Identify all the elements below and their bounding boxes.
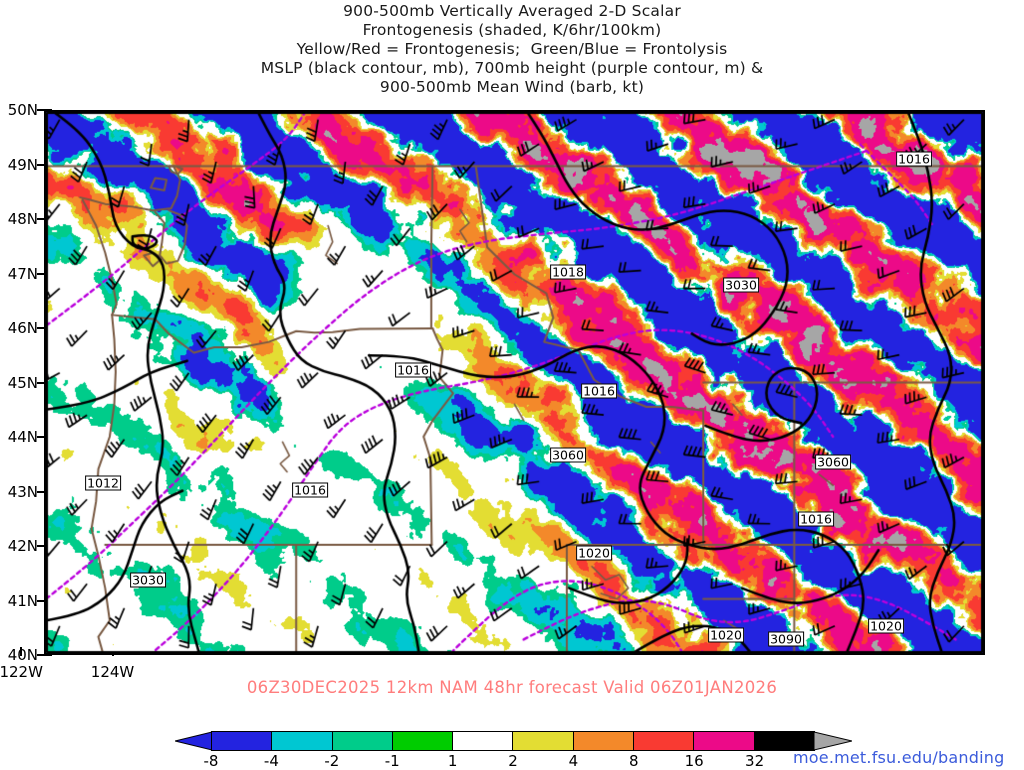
colorbar-swatch-0 [211,731,272,751]
colorbar: -8 -4 -2 -1 1 2 4 8 16 32 [175,731,852,770]
colorbar-label-16: 16 [684,752,704,770]
y-axis-tick [37,545,45,547]
height-contour-label-3060: 3060 [815,454,851,470]
title-line-3: Yellow/Red = Frontogenesis; Green/Blue =… [296,40,728,58]
y-axis-tick-inner [45,654,52,656]
y-axis-label-42n: 42N [7,537,38,555]
colorbar-swatches [211,731,815,751]
title-line-1: 900-500mb Vertically Averaged 2-D Scalar [343,2,681,20]
colorbar-swatch-4 [452,731,513,751]
colorbar-swatch-3 [391,731,453,751]
chart-title-block: 900-500mb Vertically Averaged 2-D Scalar… [0,2,1024,97]
colorbar-swatch-8 [693,731,754,751]
forecast-caption: 06Z30DEC2025 12km NAM 48hr forecast Vali… [246,678,778,697]
y-axis-tick [37,109,45,111]
title-line-2: Frontogenesis (shaded, K/6hr/100km) [362,21,662,39]
colorbar-label-neg1: -1 [384,752,400,770]
mslp-contour-label-1016: 1016 [292,482,328,498]
colorbar-label-8: 8 [629,752,639,770]
y-axis-tick [37,654,45,656]
height-contour-label-3030: 3030 [130,572,166,588]
y-axis-label-45n: 45N [7,373,38,392]
mslp-contour-label-1018: 1018 [550,264,586,280]
colorbar-label-1: 1 [447,752,458,770]
colorbar-label-4: 4 [568,752,579,770]
y-axis-label-47n: 47N [7,264,38,283]
y-axis-label-43n: 43N [7,482,38,501]
y-axis-tick [37,163,45,166]
colorbar-swatch-2 [331,731,392,751]
frontogenesis-map-canvas[interactable] [46,112,983,653]
y-axis-tick [37,327,45,329]
mslp-contour-label-1016: 1016 [581,383,617,399]
y-axis-label-40n: 40N [7,646,38,664]
site-watermark: moe.met.fsu.edu/banding [793,748,1005,767]
colorbar-label-2: 2 [508,752,518,770]
y-axis-label-48n: 48N [7,210,38,228]
colorbar-swatch-1 [271,731,332,751]
y-axis-tick [37,599,45,602]
x-axis-label-124w: 124W [90,663,135,681]
colorbar-swatch-5 [512,731,573,751]
y-axis-tick [37,218,45,220]
mslp-contour-label-1016: 1016 [798,511,834,527]
y-axis-label-44n: 44N [7,428,38,446]
colorbar-label-32: 32 [745,752,765,770]
y-axis-tick [37,381,45,384]
y-axis-tick [37,490,45,493]
height-contour-label-3060: 3060 [550,447,586,463]
mslp-contour-label-1020: 1020 [708,627,744,643]
mslp-contour-label-1016: 1016 [395,362,431,378]
mslp-contour-label-1012: 1012 [85,475,121,491]
mslp-contour-label-1016: 1016 [896,151,932,167]
map-plot-area[interactable]: 1016 1018 1016 1016 1012 1016 1016 1020 1020 1020… [44,110,985,655]
colorbar-swatch-6 [572,731,634,751]
mslp-contour-label-1020: 1020 [576,545,612,561]
y-axis-tick [37,272,45,275]
mslp-contour-label-1020: 1020 [868,618,904,634]
title-line-5: 900-500mb Mean Wind (barb, kt) [379,78,645,96]
colorbar-underflow-arrow [175,731,212,751]
y-axis-label-50n: 50N [7,101,38,119]
x-axis-tick [20,647,23,656]
colorbar-swatch-7 [633,731,694,751]
colorbar-label-neg8: -8 [203,752,219,770]
height-contour-label-3090: 3090 [768,631,804,647]
colorbar-overflow-arrow [814,731,852,751]
colorbar-label-neg4: -4 [263,752,279,770]
y-axis-label-41n: 41N [7,591,38,610]
height-contour-label-3030: 3030 [723,277,759,293]
y-axis-tick [37,436,45,438]
y-axis-label-49n: 49N [7,155,38,174]
colorbar-label-neg2: -2 [324,752,340,770]
y-axis-label-46n: 46N [7,319,38,337]
x-axis-label-122w: 122W [0,663,43,681]
title-line-4: MSLP (black contour, mb), 700mb height (… [260,59,764,77]
